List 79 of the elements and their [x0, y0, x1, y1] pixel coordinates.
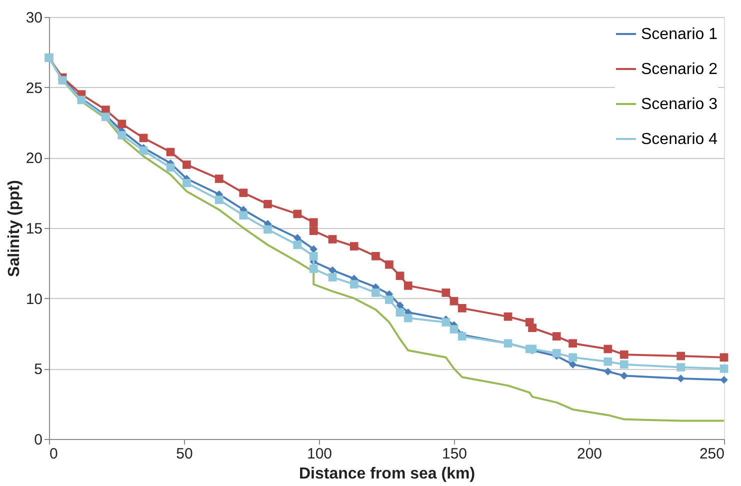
point — [214, 174, 224, 183]
point — [676, 363, 685, 372]
point — [385, 296, 394, 304]
point — [720, 353, 728, 362]
y-tick-label: 30 — [26, 10, 42, 26]
point — [396, 272, 404, 280]
y-tick-label: 20 — [26, 150, 42, 168]
point — [118, 130, 126, 140]
point — [720, 364, 728, 373]
point — [568, 339, 577, 348]
x-tick-label: 50 — [176, 446, 193, 462]
point — [293, 210, 302, 218]
point — [396, 301, 404, 310]
x-tick-label: 0 — [50, 446, 58, 462]
y-tick-label: 5 — [34, 361, 42, 378]
point — [552, 332, 561, 340]
point — [442, 318, 450, 326]
point — [720, 376, 728, 384]
x-tick-label: 250 — [699, 446, 724, 462]
point — [328, 273, 337, 282]
point — [450, 296, 458, 306]
point — [404, 281, 412, 290]
point — [620, 360, 628, 369]
point — [264, 200, 272, 208]
point — [604, 344, 612, 354]
x-tick-label: 200 — [576, 446, 602, 462]
legend-label: Scenario 2 — [641, 61, 718, 78]
point — [264, 225, 272, 234]
point — [309, 218, 318, 227]
point — [568, 360, 577, 368]
point — [294, 234, 302, 242]
point — [309, 226, 318, 235]
point — [458, 304, 466, 312]
point — [350, 242, 358, 250]
point — [139, 134, 148, 142]
point — [118, 120, 126, 128]
point — [504, 312, 512, 321]
y-tick-label: 0 — [34, 432, 42, 448]
point — [166, 163, 175, 172]
point — [442, 288, 450, 297]
point — [385, 260, 394, 269]
point — [328, 235, 337, 244]
x-axis-title: Distance from sea (km) — [298, 466, 476, 482]
point — [182, 160, 191, 169]
point — [372, 252, 380, 260]
point — [552, 349, 561, 358]
y-tick-label: 10 — [26, 290, 42, 308]
point — [620, 350, 628, 359]
point — [396, 308, 404, 317]
point — [568, 353, 577, 362]
point — [620, 372, 628, 380]
point — [676, 352, 685, 360]
legend-label: Scenario 1 — [641, 26, 718, 43]
point — [309, 252, 318, 260]
point — [310, 245, 318, 253]
point — [604, 357, 612, 366]
point — [239, 188, 248, 198]
point — [676, 374, 685, 382]
point — [166, 148, 175, 156]
x-tick-label: 150 — [442, 446, 468, 462]
point — [372, 288, 380, 297]
point — [139, 146, 148, 155]
point — [328, 266, 336, 274]
point — [350, 280, 358, 288]
y-axis-title: Salinity (ppt) — [6, 180, 23, 277]
point — [528, 324, 536, 332]
x-tick-label: 100 — [306, 446, 332, 462]
legend-label: Scenario 4 — [641, 131, 718, 148]
point — [404, 314, 412, 322]
y-tick-label: 15 — [26, 220, 42, 238]
point — [293, 240, 302, 250]
point — [214, 196, 224, 204]
y-tick-label: 25 — [26, 80, 42, 97]
point — [450, 325, 458, 334]
point — [182, 178, 191, 188]
point — [239, 211, 248, 220]
point — [604, 368, 612, 376]
point — [309, 264, 318, 273]
legend-label: Scenario 3 — [641, 96, 718, 113]
